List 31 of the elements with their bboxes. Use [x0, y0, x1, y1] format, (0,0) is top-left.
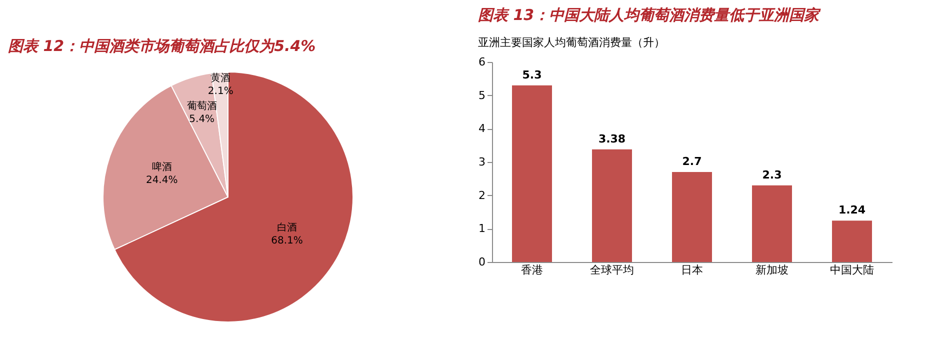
data-label: 5.4% [189, 114, 215, 125]
data-label: 1.24 [838, 204, 866, 217]
slice-label: 白酒 [276, 222, 297, 234]
bar [672, 172, 712, 262]
y-tick-label: 2 [478, 188, 486, 202]
bar [832, 220, 872, 262]
chart-subtitle: 亚洲主要国家人均葡萄酒消费量（升） [478, 36, 665, 49]
slice-label: 啤酒 [152, 161, 172, 174]
x-tick-label: 中国大陆 [830, 264, 874, 276]
y-tick-label: 0 [478, 256, 486, 268]
y-tick-label: 6 [478, 56, 486, 68]
y-tick-label: 3 [478, 156, 486, 168]
bar [752, 185, 792, 262]
x-tick-label: 新加坡 [756, 264, 788, 276]
data-label: 68.1% [271, 236, 303, 247]
x-tick-label: 全球平均 [590, 264, 634, 276]
data-label: 3.38 [598, 132, 626, 146]
y-tick-label: 4 [478, 122, 486, 136]
y-tick-label: 1 [478, 222, 486, 236]
bar [592, 149, 632, 262]
data-label: 2.3 [762, 168, 782, 182]
x-tick-label: 日本 [681, 264, 703, 276]
x-tick-label: 香港 [521, 264, 543, 276]
data-label: 2.7 [682, 155, 702, 168]
y-tick-label: 5 [478, 88, 486, 102]
bar [512, 85, 552, 262]
data-label: 5.3 [522, 68, 542, 82]
data-label: 24.4% [146, 175, 178, 186]
chart-title: 图表 13：中国大陆人均葡萄酒消费量低于亚洲国家 [478, 6, 822, 24]
chart-title: 图表 12：中国酒类市场葡萄酒占比仅为5.4% [8, 37, 316, 55]
slice-label: 葡萄酒 [186, 100, 217, 112]
